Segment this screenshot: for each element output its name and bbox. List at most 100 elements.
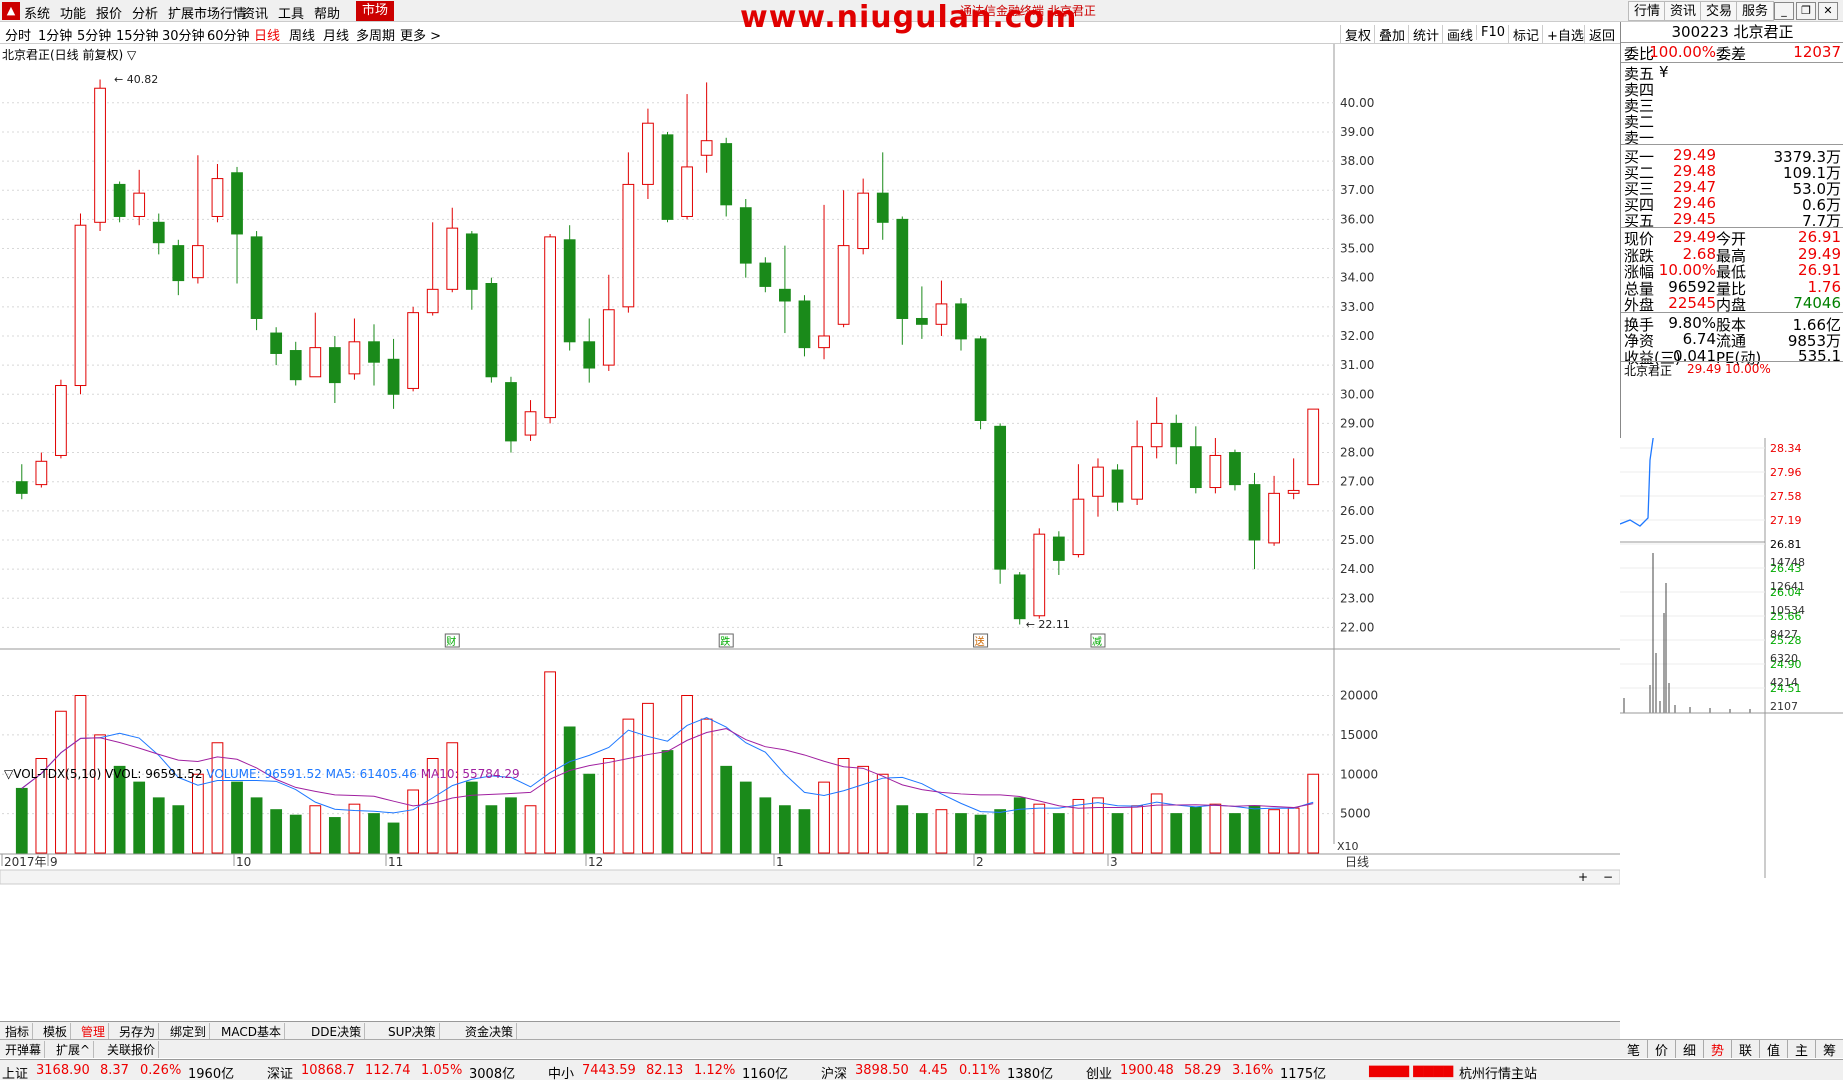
kline-chart[interactable]: 40.00 39.00 38.00 37.00 36.00 35.00 34.00 33.00… xyxy=(0,44,1620,1021)
menu-tools[interactable]: 工具 xyxy=(278,7,305,22)
btn-fuwu[interactable]: 服务 xyxy=(1736,1,1775,21)
indicator-tab-4[interactable]: 绑定到 xyxy=(167,1023,211,1040)
right-tab-1[interactable]: 价 xyxy=(1648,1040,1676,1059)
volume-bar xyxy=(896,805,909,854)
sell-row: 卖三 xyxy=(1621,95,1843,115)
tool-fuquan[interactable]: 复权 xyxy=(1340,25,1375,44)
right-tab-4[interactable]: 联 xyxy=(1732,1040,1760,1059)
menu-info[interactable]: 资讯 xyxy=(242,7,269,22)
stat-row: 收益(三) 0.041 PE(动) 535.1 xyxy=(1621,347,1843,367)
right-tab-6[interactable]: 主 xyxy=(1788,1040,1816,1059)
volume-bar xyxy=(15,787,28,854)
tool-f10[interactable]: F10 xyxy=(1476,25,1509,40)
volume-bar xyxy=(192,773,204,854)
menu-help[interactable]: 帮助 xyxy=(314,7,341,22)
candle-body xyxy=(1052,536,1065,561)
mini-price-tick: 27.96 xyxy=(1770,466,1802,479)
menu-analysis[interactable]: 分析 xyxy=(132,7,159,22)
volume-bar xyxy=(994,809,1007,854)
btn-zixun[interactable]: 资讯 xyxy=(1664,1,1703,21)
tool-tongji[interactable]: 统计 xyxy=(1408,25,1443,44)
tool-biaoji[interactable]: 标记 xyxy=(1508,25,1543,44)
right-tab-3[interactable]: 势 xyxy=(1704,1040,1732,1059)
indicator-tab-5[interactable]: MACD基本 xyxy=(218,1023,285,1040)
status-1-4: 3008亿 xyxy=(469,1067,516,1082)
tool-huaxian[interactable]: 画线 xyxy=(1442,25,1477,44)
price-tick-label: 38.00 xyxy=(1340,154,1374,168)
status-station[interactable]: 杭州行情主站 xyxy=(1459,1067,1538,1082)
period-60min[interactable]: 60分钟 xyxy=(207,29,250,44)
month-label: 2017年 xyxy=(4,855,47,869)
period-fenshi[interactable]: 分时 xyxy=(5,29,32,44)
minimize-icon[interactable]: _ xyxy=(1774,2,1794,20)
candle-body xyxy=(622,183,635,308)
period-more[interactable]: 更多 > xyxy=(400,29,442,44)
sell-price: ¥ xyxy=(1659,63,1669,81)
right-tab-7[interactable]: 筹 xyxy=(1816,1040,1843,1059)
tool-diejia[interactable]: 叠加 xyxy=(1374,25,1409,44)
high-label: ← 40.82 xyxy=(114,73,158,86)
window-title: 通达信金融终端 北京君正 xyxy=(960,4,1096,18)
indicator-tab-2[interactable]: 管理 xyxy=(78,1023,110,1040)
tool-back[interactable]: 返回 xyxy=(1584,25,1619,44)
menu-market[interactable]: 市场 xyxy=(356,1,395,21)
tool-zixuan[interactable]: +自选 xyxy=(1542,25,1588,44)
indicator-tab-1[interactable]: 模板 xyxy=(40,1023,72,1040)
stat-row: 换手 9.80% 股本 1.66亿 xyxy=(1621,314,1843,334)
indicator-tab-8[interactable]: 资金决策 xyxy=(462,1023,518,1040)
candle-body xyxy=(1287,489,1300,494)
stock-code-name: 300223 北京君正 xyxy=(1671,23,1794,41)
event-label: 跌 xyxy=(720,635,730,648)
candle-body xyxy=(289,350,302,381)
menu-ext-market[interactable]: 扩展市场行情 xyxy=(168,7,247,22)
period-5min[interactable]: 5分钟 xyxy=(77,29,112,44)
bottom-btn-0[interactable]: 开弹幕 xyxy=(2,1041,46,1058)
btn-jiaoyi[interactable]: 交易 xyxy=(1700,1,1739,21)
mini-vol-tick: 4214 xyxy=(1770,676,1798,689)
volume-bar xyxy=(837,758,850,854)
restore-icon[interactable]: ❐ xyxy=(1796,2,1816,20)
volume-bar xyxy=(876,773,889,854)
indicator-tab-6[interactable]: DDE决策 xyxy=(308,1023,366,1040)
period-weekly[interactable]: 周线 xyxy=(289,29,316,44)
indicator-tab-0[interactable]: 指标 xyxy=(2,1023,34,1040)
app-logo-icon[interactable]: ▲ xyxy=(2,2,20,20)
period-30min[interactable]: 30分钟 xyxy=(162,29,205,44)
status-2-1: 7443.59 xyxy=(582,1063,636,1078)
close-icon[interactable]: ✕ xyxy=(1818,2,1838,20)
mini-price-line xyxy=(1620,438,1654,527)
period-multi[interactable]: 多周期 xyxy=(356,29,396,44)
month-label: 12 xyxy=(588,855,603,869)
indicator-tab-3[interactable]: 另存为 xyxy=(116,1023,160,1040)
menu-function[interactable]: 功能 xyxy=(60,7,87,22)
status-2-3: 1.12% xyxy=(694,1063,736,1078)
menu-system[interactable]: 系统 xyxy=(24,7,51,22)
right-tab-2[interactable]: 细 xyxy=(1676,1040,1704,1059)
candle-body xyxy=(524,411,537,436)
buy-price: 29.49 xyxy=(1673,146,1716,164)
separator xyxy=(1621,42,1843,43)
volume-bar xyxy=(563,726,576,854)
menu-quote[interactable]: 报价 xyxy=(96,7,123,22)
volume-bar xyxy=(211,742,224,854)
status-0-3: 0.26% xyxy=(140,1063,182,1078)
bottom-btn-1[interactable]: 扩展^ xyxy=(53,1041,95,1058)
candle-body xyxy=(426,288,439,314)
indicator-tab-7[interactable]: SUP决策 xyxy=(385,1023,440,1040)
candle-body xyxy=(152,221,165,244)
volume-bar xyxy=(544,671,556,854)
wb-label: 委比 xyxy=(1624,45,1655,63)
status-4-1: 1900.48 xyxy=(1120,1063,1174,1078)
candle-body xyxy=(1268,492,1280,544)
right-tab-0[interactable]: 笔 xyxy=(1620,1040,1648,1059)
period-monthly[interactable]: 月线 xyxy=(323,29,350,44)
period-daily[interactable]: 日线 xyxy=(254,29,281,44)
stat-label-2: 股本 xyxy=(1716,315,1747,334)
period-15min[interactable]: 15分钟 xyxy=(116,29,159,44)
period-1min[interactable]: 1分钟 xyxy=(38,29,73,44)
btn-hangqing[interactable]: 行情 xyxy=(1628,1,1667,21)
mini-price-tick: 25.28 xyxy=(1770,634,1802,647)
intraday-mini-chart[interactable]: 29.4929.1128.7228.3427.9627.5827.1926.81… xyxy=(1620,438,1843,1038)
right-tab-5[interactable]: 值 xyxy=(1760,1040,1788,1059)
bottom-btn-2[interactable]: 关联报价 xyxy=(104,1041,160,1058)
